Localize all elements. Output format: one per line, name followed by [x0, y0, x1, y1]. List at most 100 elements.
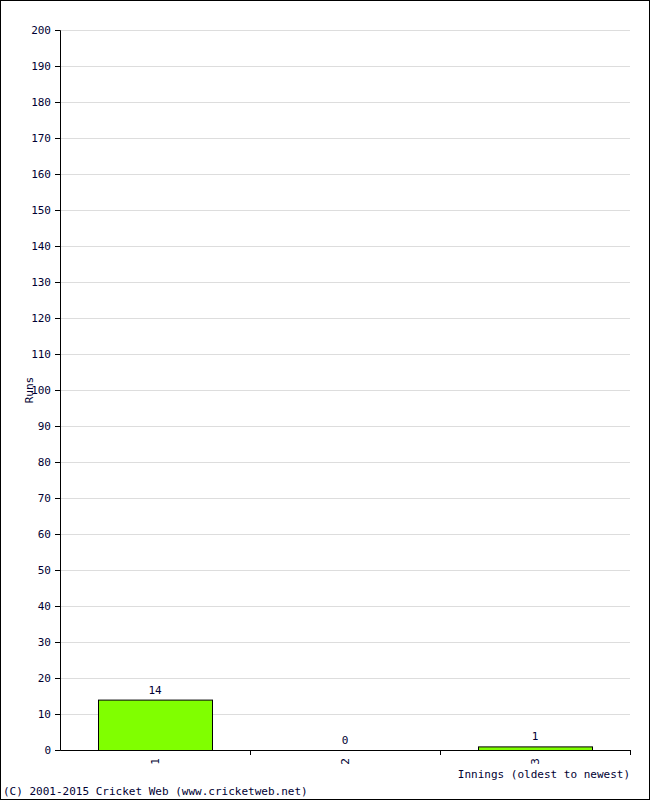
y-tick: 0 [44, 744, 60, 757]
y-axis-line [55, 31, 61, 751]
grid-line [60, 66, 630, 67]
y-tick-mark [55, 210, 60, 211]
grid-line [60, 282, 630, 283]
x-axis-line [61, 750, 631, 751]
y-tick-mark [55, 462, 60, 463]
y-tick-mark [55, 426, 60, 427]
grid-line [60, 390, 630, 391]
grid-line [60, 498, 630, 499]
grid-line [60, 102, 630, 103]
y-tick-label: 60 [38, 528, 51, 541]
y-tick-label: 180 [31, 96, 51, 109]
y-tick-mark [55, 642, 60, 643]
y-tick-label: 50 [38, 564, 51, 577]
data-label: 0 [342, 734, 349, 747]
grid-line [60, 462, 630, 463]
data-labels: 14 0 1 [148, 684, 538, 747]
data-label: 14 [148, 684, 162, 697]
y-tick-label: 130 [31, 276, 51, 289]
y-tick-label: 20 [38, 672, 51, 685]
y-tick: 200 [31, 24, 60, 37]
band-separator [440, 750, 441, 755]
y-tick-mark [55, 678, 60, 679]
grid [60, 31, 630, 751]
y-tick: 60 [38, 528, 60, 541]
grid-line [60, 426, 630, 427]
band-separator [250, 750, 251, 755]
grid-line [60, 174, 630, 175]
x-tick: 2 [339, 750, 352, 765]
y-tick-mark [55, 102, 60, 103]
y-tick: 70 [38, 492, 60, 505]
y-tick-mark [55, 318, 60, 319]
y-tick-label: 160 [31, 168, 51, 181]
y-tick-label: 90 [38, 420, 51, 433]
y-tick: 110 [31, 348, 60, 361]
y-tick-label: 190 [31, 60, 51, 73]
y-tick: 130 [31, 276, 60, 289]
y-tick: 40 [38, 600, 60, 613]
y-tick: 20 [38, 672, 60, 685]
y-tick-label: 170 [31, 132, 51, 145]
grid-line [60, 678, 630, 679]
grid-line [60, 354, 630, 355]
y-tick-mark [55, 30, 60, 31]
grid-line [60, 642, 630, 643]
grid-line [60, 246, 630, 247]
band-separators [251, 750, 631, 755]
y-tick-mark [55, 606, 60, 607]
plot: 1401010203040506070809010011012013014015… [31, 24, 630, 765]
y-tick-mark [55, 282, 60, 283]
data-label: 1 [532, 730, 539, 743]
x-tick: 1 [149, 750, 162, 765]
y-tick-mark [55, 714, 60, 715]
grid-line [60, 606, 630, 607]
x-tick-label: 1 [149, 758, 162, 765]
y-axis-title: Runs [23, 377, 36, 404]
bars [99, 700, 593, 750]
y-tick-label: 30 [38, 636, 51, 649]
y-tick-mark [55, 174, 60, 175]
grid-line [60, 570, 630, 571]
y-tick-mark [55, 534, 60, 535]
grid-line [60, 318, 630, 319]
y-tick: 150 [31, 204, 60, 217]
band-separator [630, 750, 631, 755]
y-tick-mark [55, 498, 60, 499]
x-tick: 3 [529, 750, 542, 765]
y-tick: 10 [38, 708, 60, 721]
y-tick: 90 [38, 420, 60, 433]
y-tick-mark [55, 570, 60, 571]
y-tick: 80 [38, 456, 60, 469]
annotation: (C) 2001-2015 Cricket Web (www.cricketwe… [3, 785, 308, 798]
x-axis: 1 2 3 [61, 750, 631, 765]
y-tick: 180 [31, 96, 60, 109]
y-tick-label: 120 [31, 312, 51, 325]
y-tick-label: 0 [44, 744, 51, 757]
grid-line [60, 534, 630, 535]
y-tick: 190 [31, 60, 60, 73]
y-tick-mark [55, 66, 60, 67]
y-tick: 140 [31, 240, 60, 253]
y-tick: 170 [31, 132, 60, 145]
y-tick: 120 [31, 312, 60, 325]
y-tick-mark [55, 354, 60, 355]
y-tick-label: 200 [31, 24, 51, 37]
x-tick-label: 3 [529, 758, 542, 765]
grid-line [60, 30, 630, 31]
y-tick-mark [55, 246, 60, 247]
y-tick-label: 140 [31, 240, 51, 253]
chart: 1401010203040506070809010011012013014015… [0, 0, 650, 800]
y-tick-label: 10 [38, 708, 51, 721]
y-tick: 50 [38, 564, 60, 577]
y-tick-label: 70 [38, 492, 51, 505]
y-tick-label: 80 [38, 456, 51, 469]
bar [479, 747, 593, 750]
y-tick-label: 40 [38, 600, 51, 613]
y-tick-label: 110 [31, 348, 51, 361]
y-tick-label: 150 [31, 204, 51, 217]
annotations: (C) 2001-2015 Cricket Web (www.cricketwe… [3, 785, 308, 798]
grid-line [60, 210, 630, 211]
y-tick-mark [55, 750, 60, 751]
grid-line [60, 138, 630, 139]
